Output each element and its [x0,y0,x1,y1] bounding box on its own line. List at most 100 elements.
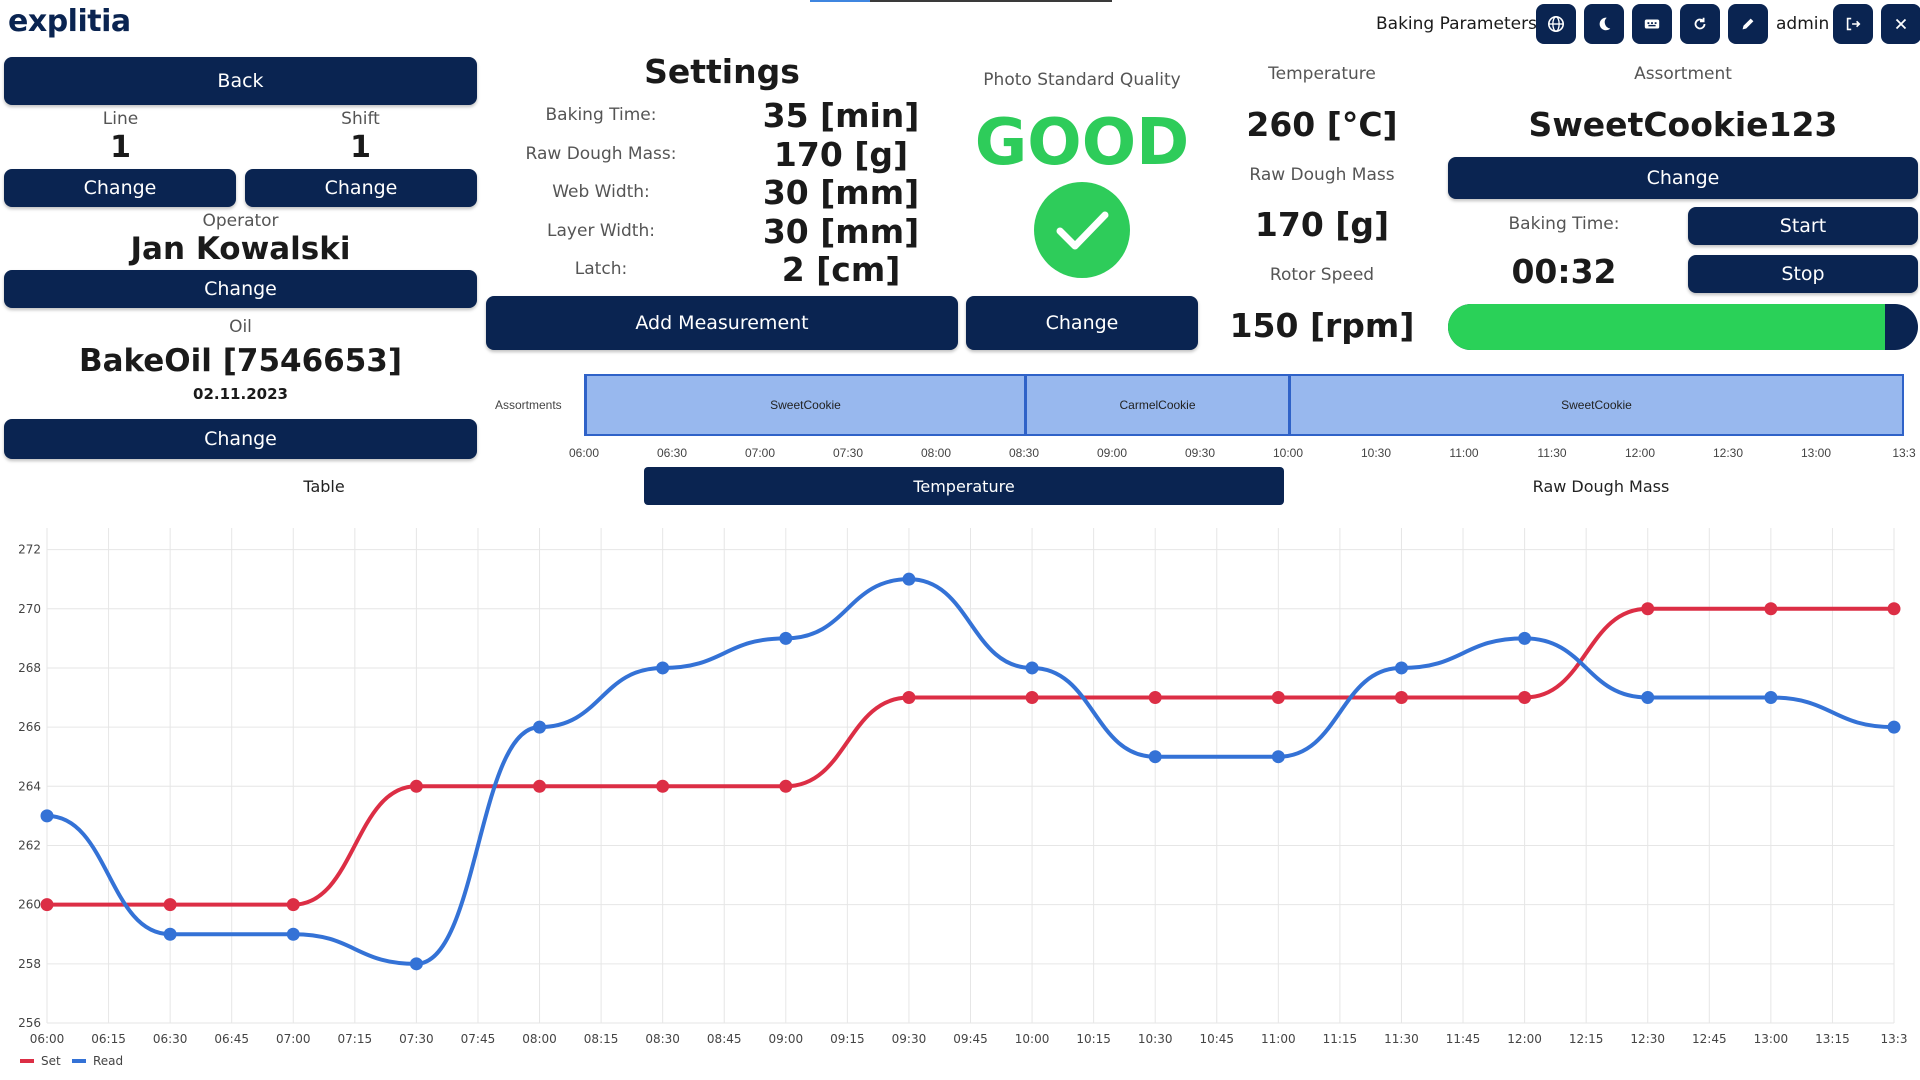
temperature-chart: 06:00 06:15 06:30 06:45 07:00 07:15 07:30 07:45… [18,528,1907,1068]
data-point-set[interactable] [1641,602,1655,616]
timeline-segment[interactable]: CarmelCookie [1024,374,1288,436]
back-button[interactable]: Back [4,57,477,105]
data-point-set[interactable] [1887,602,1901,616]
line-label: Line [102,109,139,129]
setting-label: Latch: [574,259,628,279]
operator-value: Jan Kowalski [130,231,351,267]
shift-value: 1 [350,130,371,165]
x-tick-label: 11:15 [1323,1032,1358,1046]
x-tick-label: 08:15 [584,1032,619,1046]
y-tick-label: 264 [18,779,41,793]
data-point-set[interactable] [409,779,423,793]
line-change-button[interactable]: Change [4,169,236,207]
globe-icon[interactable] [1536,4,1576,44]
data-point-set[interactable] [1271,691,1285,705]
data-point-set[interactable] [779,779,793,793]
data-point-set[interactable] [163,898,177,912]
stop-button[interactable]: Stop [1688,255,1918,293]
operator-change-button[interactable]: Change [4,270,477,308]
timeline-tick-label: 06:30 [656,446,688,460]
logout-icon[interactable] [1833,4,1873,44]
data-point-read[interactable] [40,809,54,823]
keyboard-icon[interactable] [1632,4,1672,44]
data-point-read[interactable] [902,572,916,586]
y-tick-label: 258 [18,957,41,971]
refresh-icon[interactable] [1680,4,1720,44]
setting-label: Baking Time: [545,105,657,125]
page-title: Baking Parameters [1376,14,1537,34]
x-tick-label: 07:30 [399,1032,434,1046]
assortment-label: Assortment [1634,64,1732,84]
timeline-tick-label: 10:00 [1272,446,1304,460]
tab-raw-dough-mass[interactable]: Raw Dough Mass [1532,476,1670,496]
timeline-tick-label: 13:00 [1800,446,1832,460]
raw-dough-label: Raw Dough Mass [1249,165,1395,185]
line-value: 1 [110,130,131,165]
y-tick-label: 272 [18,543,41,557]
y-tick-label: 266 [18,720,41,734]
timeline-tick-label: 11:00 [1449,446,1479,460]
data-point-read[interactable] [1148,750,1162,764]
timeline-segment[interactable]: SweetCookie [584,374,1024,436]
baking-time-label: Baking Time: [1508,214,1620,234]
tab-table[interactable]: Table [303,476,345,496]
data-point-set[interactable] [1148,691,1162,705]
x-tick-label: 07:45 [461,1032,496,1046]
data-point-read[interactable] [1887,720,1901,734]
oil-value: BakeOil [7546653] [78,343,403,379]
x-tick-label: 06:00 [30,1032,65,1046]
timeline-tick-label: 07:00 [744,446,776,460]
assortment-change-button[interactable]: Change [1448,157,1918,199]
series-line-read [46,577,1895,966]
timeline-tick-label: 08:30 [1008,446,1040,460]
y-tick-label: 262 [18,838,41,852]
x-tick-label: 12:45 [1692,1032,1727,1046]
data-point-set[interactable] [40,898,54,912]
x-tick-label: 10:00 [1015,1032,1050,1046]
x-tick-label: 09:45 [953,1032,988,1046]
oil-change-button[interactable]: Change [4,419,477,459]
data-point-read[interactable] [1271,750,1285,764]
quality-change-button[interactable]: Change [966,296,1198,350]
data-point-read[interactable] [409,957,423,971]
pencil-icon[interactable] [1728,4,1768,44]
data-point-set[interactable] [286,898,300,912]
data-point-set[interactable] [1025,691,1039,705]
data-point-set[interactable] [656,779,670,793]
data-point-set[interactable] [1764,602,1778,616]
data-point-read[interactable] [533,720,547,734]
data-point-read[interactable] [779,631,793,645]
x-tick-label: 12:00 [1507,1032,1542,1046]
setting-label: Web Width: [552,182,650,202]
shift-change-button[interactable]: Change [245,169,477,207]
data-point-read[interactable] [1641,691,1655,705]
data-point-read[interactable] [1394,661,1408,675]
setting-value: 2 [cm] [781,250,901,289]
add-measurement-button[interactable]: Add Measurement [486,296,958,350]
data-point-read[interactable] [656,661,670,675]
x-tick-label: 12:15 [1569,1032,1604,1046]
data-point-set[interactable] [1518,691,1532,705]
data-point-read[interactable] [1518,631,1532,645]
top-scroll-indicator-active [810,0,870,2]
data-point-read[interactable] [1025,661,1039,675]
data-point-read[interactable] [163,927,177,941]
x-tick-label: 10:15 [1076,1032,1111,1046]
data-point-set[interactable] [1394,691,1408,705]
data-point-read[interactable] [286,927,300,941]
x-tick-label: 09:00 [769,1032,804,1046]
logo: explitia [8,4,131,39]
data-point-read[interactable] [1764,691,1778,705]
tab-temperature[interactable]: Temperature [644,467,1284,505]
timeline-tick-label: 09:30 [1184,446,1216,460]
raw-dough-value: 170 [g] [1254,205,1390,244]
timeline-tick-label: 08:00 [920,446,952,460]
timeline-segment[interactable]: SweetCookie [1288,374,1904,436]
quality-label: Photo Standard Quality [983,70,1181,90]
timeline-label: Assortments [495,398,562,412]
start-button[interactable]: Start [1688,207,1918,245]
close-icon[interactable] [1881,4,1920,44]
data-point-set[interactable] [902,691,916,705]
data-point-set[interactable] [533,779,547,793]
moon-icon[interactable] [1584,4,1624,44]
